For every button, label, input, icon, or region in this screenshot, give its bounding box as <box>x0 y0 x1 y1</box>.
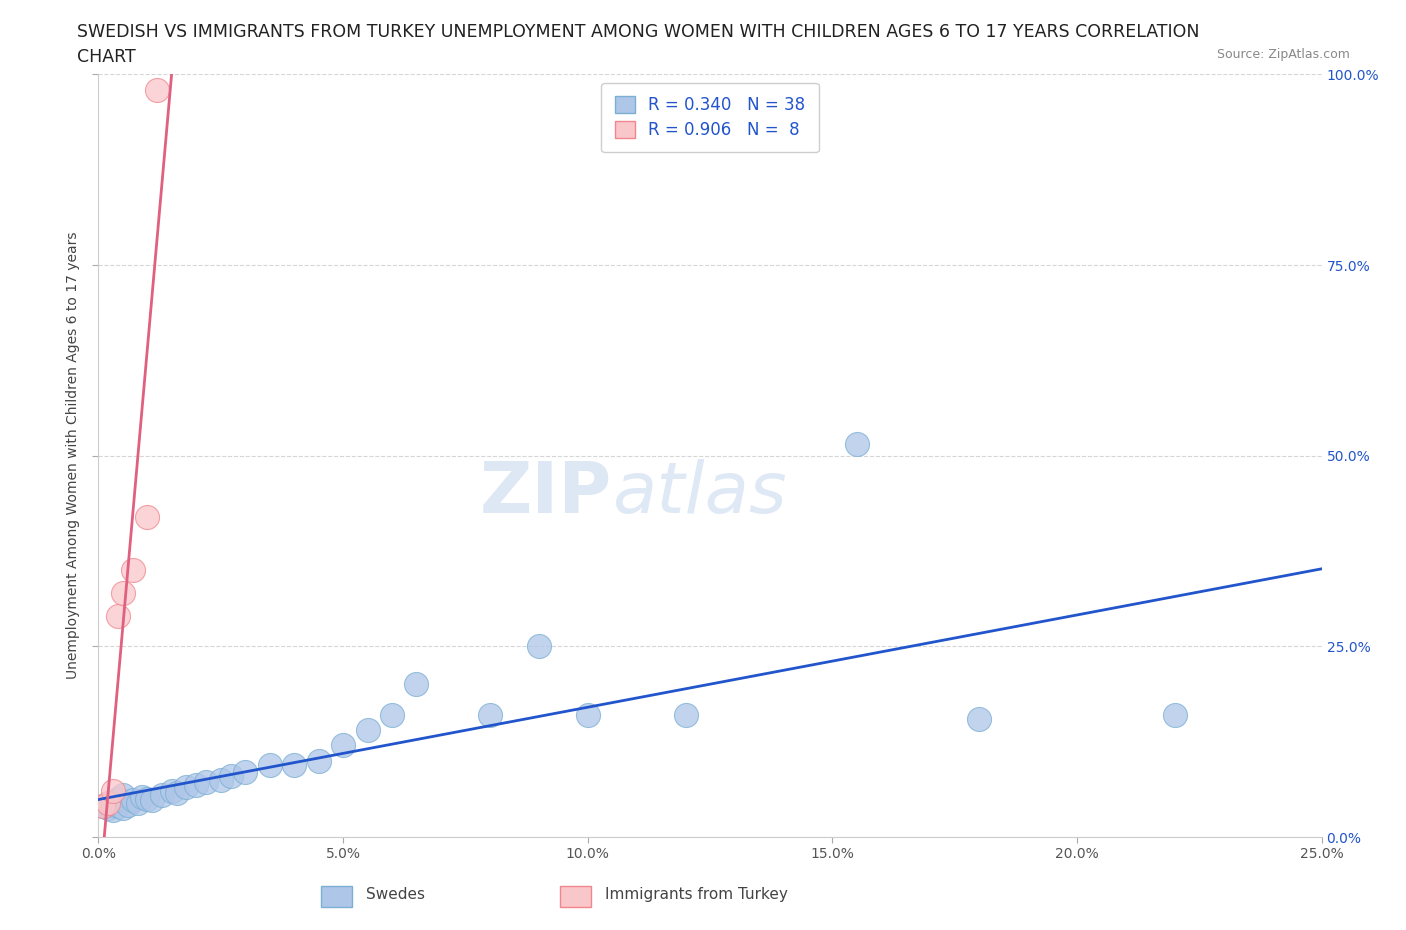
Point <box>259 757 281 772</box>
Point <box>117 798 139 813</box>
Point <box>186 777 208 792</box>
Legend: R = 0.340   N = 38, R = 0.906   N =  8: R = 0.340 N = 38, R = 0.906 N = 8 <box>602 83 818 153</box>
Text: CHART: CHART <box>77 48 136 66</box>
Text: atlas: atlas <box>612 459 787 528</box>
Point <box>233 764 256 779</box>
Text: SWEDISH VS IMMIGRANTS FROM TURKEY UNEMPLOYMENT AMONG WOMEN WITH CHILDREN AGES 6 : SWEDISH VS IMMIGRANTS FROM TURKEY UNEMPL… <box>77 23 1199 41</box>
Point <box>131 790 153 804</box>
Point <box>160 784 183 799</box>
Point <box>121 793 143 808</box>
Y-axis label: Unemployment Among Women with Children Ages 6 to 17 years: Unemployment Among Women with Children A… <box>66 232 80 680</box>
Point <box>381 708 404 723</box>
Point <box>166 785 188 800</box>
Point <box>150 788 173 803</box>
Point <box>283 757 305 772</box>
Point <box>141 793 163 808</box>
Point <box>101 784 124 799</box>
Point <box>101 803 124 817</box>
Point <box>845 437 868 452</box>
Point <box>97 795 120 810</box>
Point <box>195 775 218 790</box>
Point <box>478 708 501 723</box>
Point <box>308 753 330 768</box>
Point <box>101 795 124 810</box>
Point <box>107 799 129 814</box>
Point <box>136 791 159 806</box>
Point <box>146 82 169 97</box>
Point <box>967 711 990 726</box>
Point <box>219 768 242 783</box>
Point <box>176 780 198 795</box>
Text: ZIP: ZIP <box>479 459 612 528</box>
Text: Swedes: Swedes <box>366 887 425 902</box>
Point <box>127 795 149 810</box>
Point <box>576 708 599 723</box>
Point <box>111 586 134 601</box>
Point <box>136 510 159 525</box>
Point <box>107 791 129 806</box>
Point <box>1164 708 1187 723</box>
Point <box>91 799 114 814</box>
Point <box>111 788 134 803</box>
Point <box>91 799 114 814</box>
Point <box>121 563 143 578</box>
Point <box>405 677 427 692</box>
Text: Source: ZipAtlas.com: Source: ZipAtlas.com <box>1216 48 1350 61</box>
Point <box>527 639 550 654</box>
Point <box>97 801 120 816</box>
Point <box>209 772 232 787</box>
Point <box>97 798 120 813</box>
Point <box>356 723 378 737</box>
Point <box>107 608 129 623</box>
Text: Immigrants from Turkey: Immigrants from Turkey <box>605 887 787 902</box>
Point <box>332 738 354 753</box>
Point <box>675 708 697 723</box>
Point <box>111 801 134 816</box>
